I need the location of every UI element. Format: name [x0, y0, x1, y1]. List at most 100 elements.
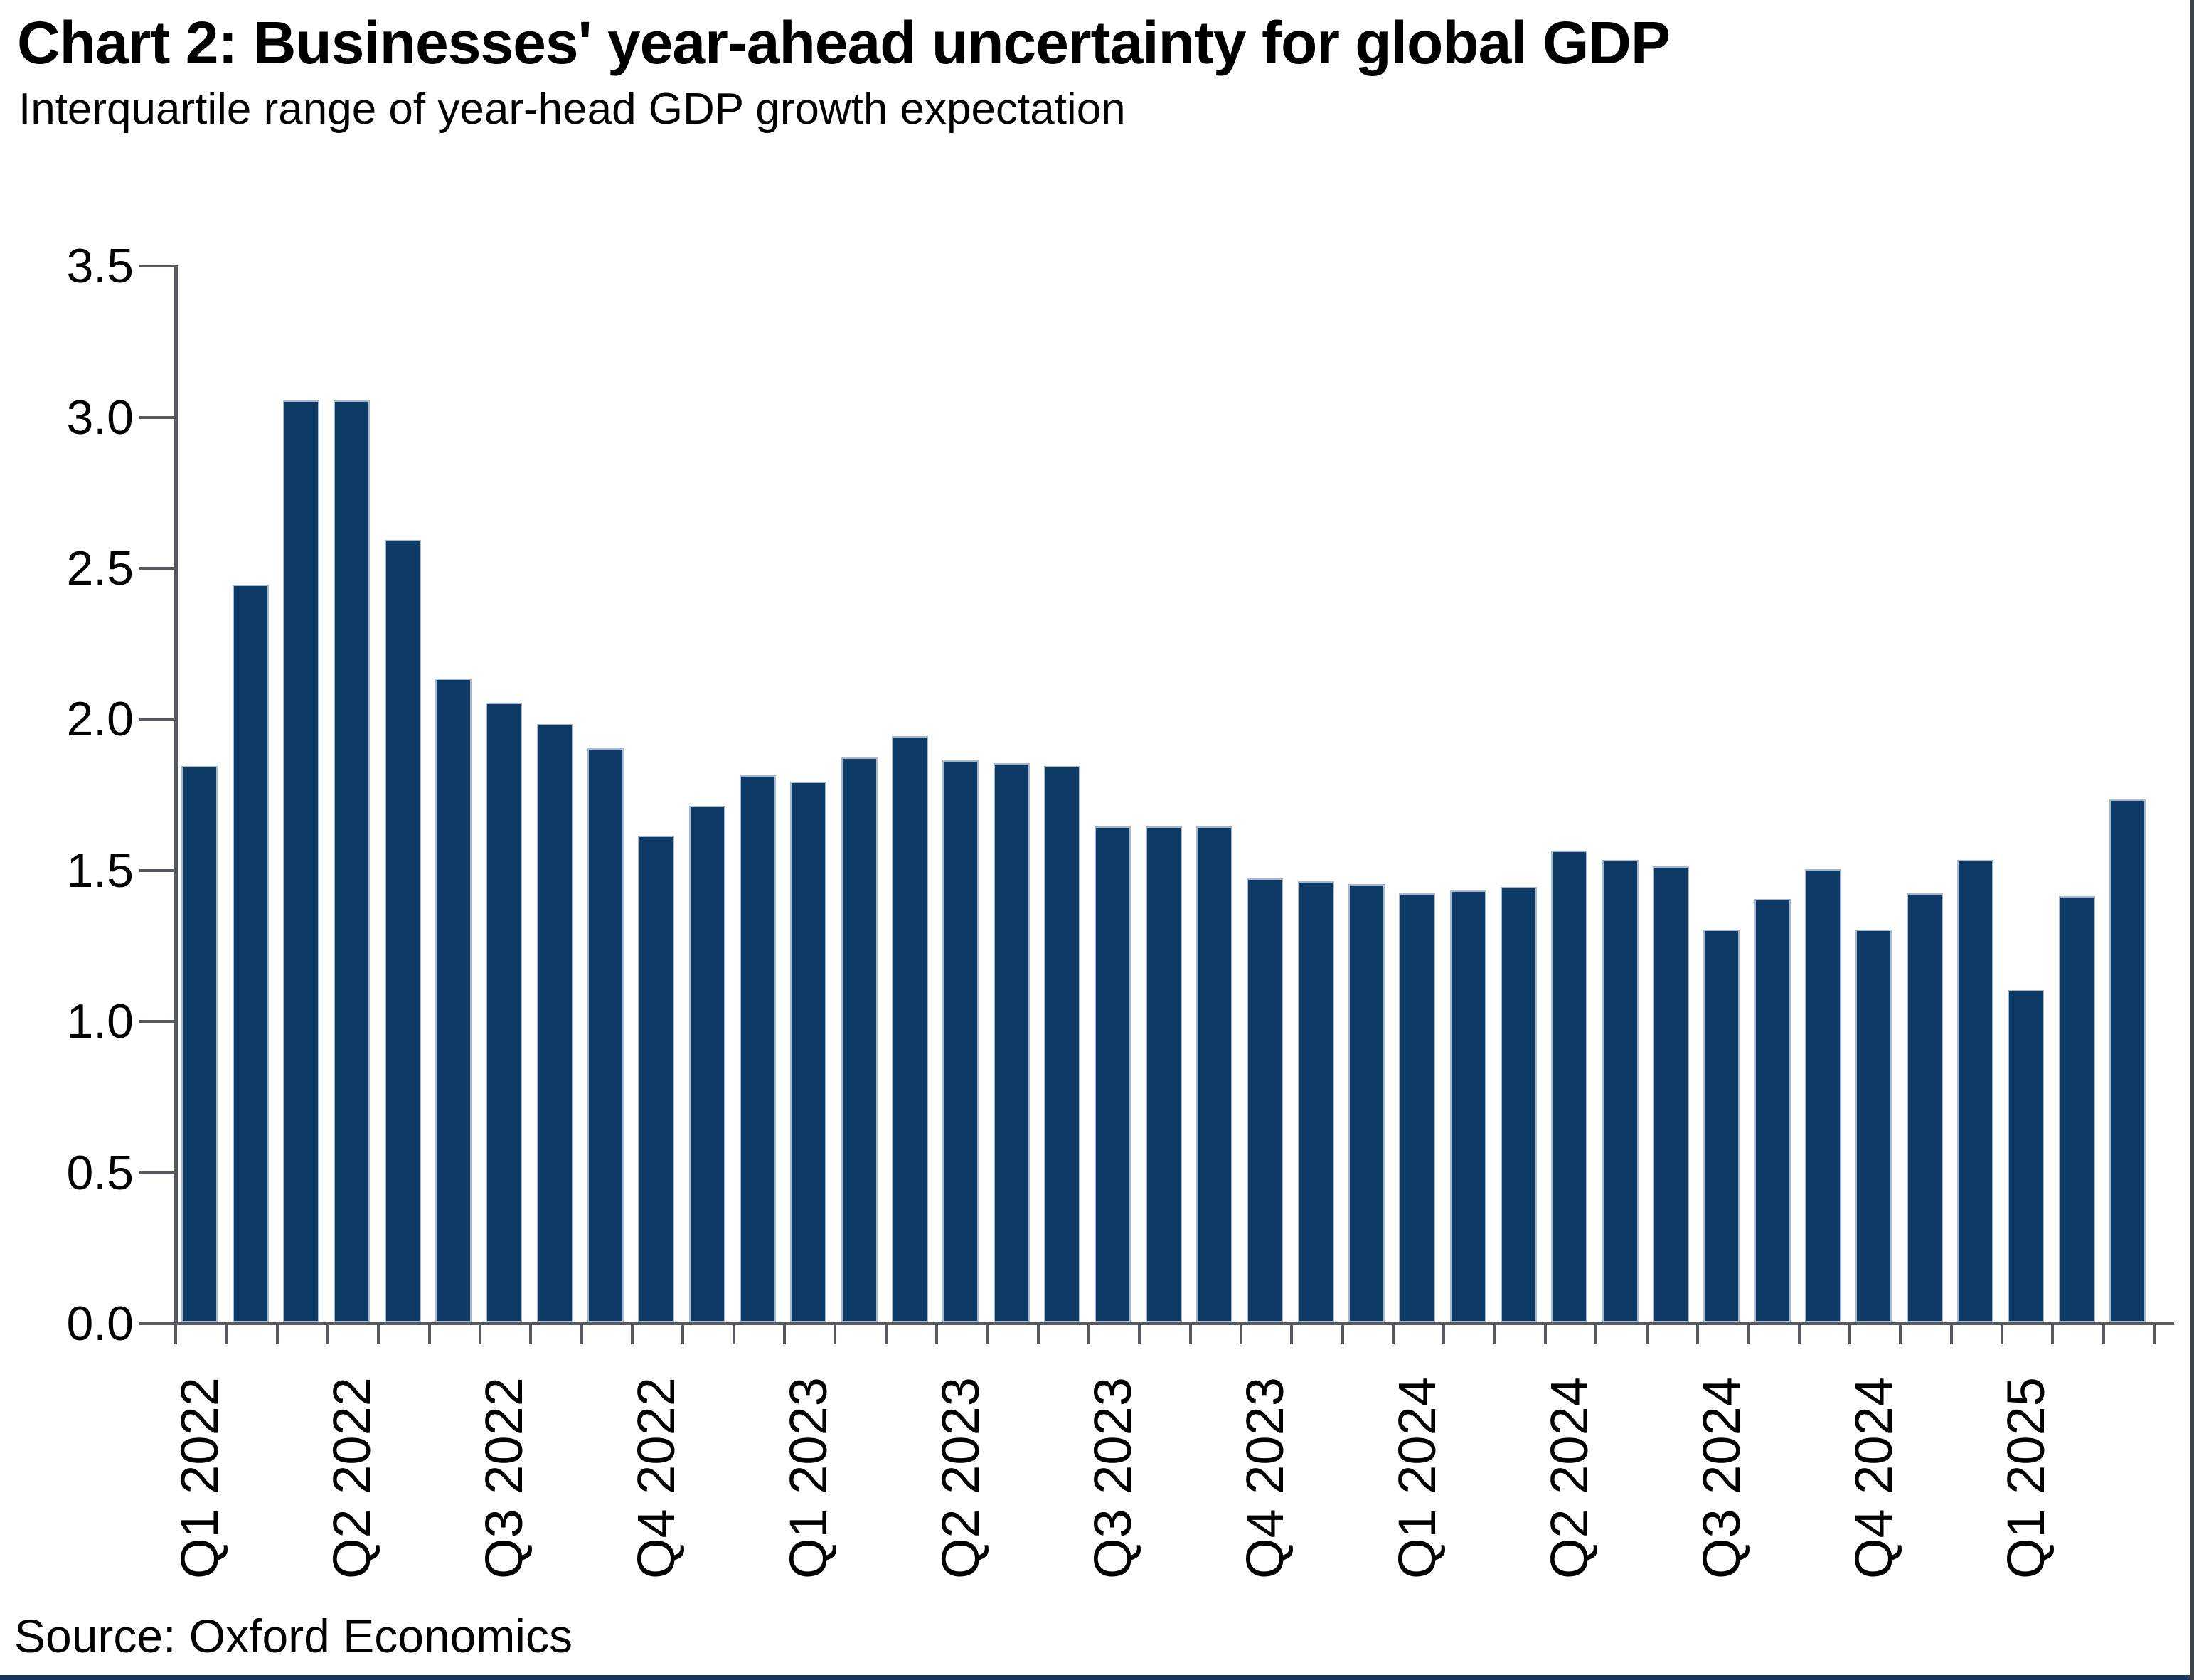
y-tick-label: 0.0 [66, 1297, 134, 1351]
bar [1247, 878, 1284, 1322]
x-tick [1797, 1322, 1801, 1344]
x-axis-quarter-label: Q3 2022 [474, 1377, 534, 1579]
y-tick-label: 1.0 [66, 994, 134, 1049]
x-axis-quarter-label: Q2 2024 [1540, 1377, 1599, 1579]
x-tick [681, 1322, 685, 1344]
y-tick-label: 3.0 [66, 390, 134, 445]
bar [1145, 826, 1182, 1322]
bar [1703, 929, 1740, 1322]
x-tick [1949, 1322, 1953, 1344]
bar [790, 781, 827, 1322]
x-tick [1645, 1322, 1649, 1344]
x-axis-quarter-label: Q1 2022 [170, 1377, 230, 1579]
x-tick [1493, 1322, 1496, 1344]
y-tick-label: 1.5 [66, 843, 134, 898]
x-tick [986, 1322, 989, 1344]
x-tick [1087, 1322, 1090, 1344]
y-tick [139, 1020, 174, 1024]
bar [1906, 893, 1943, 1322]
right-border [2190, 0, 2194, 1680]
x-tick [1899, 1322, 1902, 1344]
x-tick [884, 1322, 888, 1344]
bar [1855, 929, 1892, 1322]
chart-subtitle: Interquartile range of year-head GDP gro… [18, 85, 1126, 134]
x-axis-quarter-label: Q1 2023 [779, 1377, 838, 1579]
x-tick [2102, 1322, 2105, 1344]
bar [536, 723, 573, 1322]
bar [892, 735, 929, 1322]
bar [1348, 884, 1385, 1322]
x-axis-line [139, 1322, 2175, 1325]
bar [587, 748, 624, 1322]
bar [232, 585, 269, 1322]
bar [1297, 881, 1334, 1322]
x-tick [834, 1322, 837, 1344]
y-tick [139, 868, 174, 872]
y-tick [139, 1171, 174, 1174]
x-tick [1188, 1322, 1192, 1344]
x-tick [275, 1322, 279, 1344]
x-tick [1543, 1322, 1547, 1344]
chart-title: Chart 2: Businesses' year-ahead uncertai… [17, 9, 1671, 76]
bar [384, 539, 421, 1322]
y-tick-label: 0.5 [66, 1145, 134, 1200]
x-tick [2051, 1322, 2055, 1344]
bar [2058, 896, 2095, 1322]
y-tick-label: 2.5 [66, 541, 134, 595]
bar [1196, 826, 1232, 1322]
bar [1095, 826, 1131, 1322]
bar [435, 679, 472, 1322]
bar [1044, 766, 1080, 1322]
y-tick-label: 2.0 [66, 692, 134, 747]
x-tick [580, 1322, 583, 1344]
x-tick [630, 1322, 634, 1344]
x-tick [1747, 1322, 1750, 1344]
bar [740, 775, 777, 1322]
bar [1500, 887, 1537, 1322]
x-axis-quarter-label: Q4 2022 [627, 1377, 686, 1579]
bar [1602, 860, 1639, 1322]
bar [181, 766, 218, 1322]
y-tick [139, 1322, 174, 1325]
source-note: Source: Oxford Economics [14, 1610, 573, 1662]
bar [283, 400, 320, 1322]
x-tick [1848, 1322, 1851, 1344]
x-tick [1695, 1322, 1699, 1344]
bottom-rule [0, 1675, 2194, 1680]
x-tick [1442, 1322, 1446, 1344]
x-tick [2000, 1322, 2003, 1344]
y-tick [139, 718, 174, 721]
bar [486, 703, 523, 1322]
x-tick [782, 1322, 786, 1344]
x-tick [1138, 1322, 1141, 1344]
y-tick [139, 415, 174, 419]
bar [2109, 799, 2146, 1322]
bar [688, 805, 725, 1322]
x-axis-quarter-label: Q1 2025 [1996, 1377, 2056, 1579]
bar [1754, 899, 1791, 1322]
x-tick [1239, 1322, 1242, 1344]
x-axis-quarter-label: Q3 2023 [1083, 1377, 1143, 1579]
x-tick [934, 1322, 938, 1344]
bar [841, 757, 878, 1322]
bar [942, 760, 979, 1322]
y-axis-line [174, 265, 178, 1325]
x-axis-quarter-label: Q2 2023 [931, 1377, 991, 1579]
x-tick [174, 1322, 177, 1344]
bar [1956, 860, 1993, 1322]
x-tick [326, 1322, 329, 1344]
x-tick [225, 1322, 228, 1344]
bar [334, 400, 371, 1322]
x-axis-quarter-label: Q2 2022 [322, 1377, 382, 1579]
y-tick-label: 3.5 [66, 239, 134, 294]
x-tick [427, 1322, 431, 1344]
x-tick [2152, 1322, 2156, 1344]
x-tick [1290, 1322, 1294, 1344]
x-axis-quarter-label: Q3 2024 [1692, 1377, 1752, 1579]
x-tick [478, 1322, 481, 1344]
bar [1449, 890, 1486, 1322]
x-tick [1341, 1322, 1344, 1344]
x-tick [1036, 1322, 1040, 1344]
